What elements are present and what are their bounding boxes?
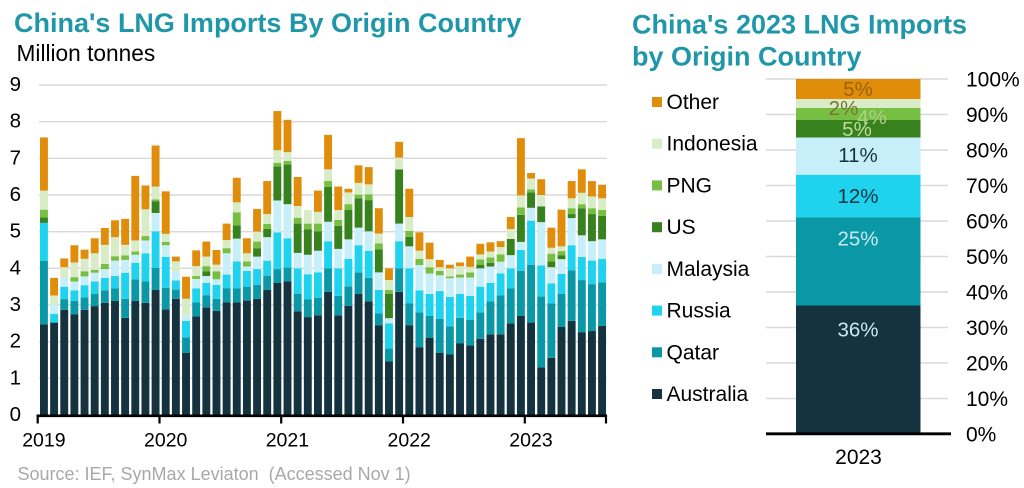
svg-text:US: US [667,216,696,239]
svg-text:2%: 2% [829,97,859,120]
svg-text:12%: 12% [837,185,878,208]
svg-text:3: 3 [10,293,21,316]
svg-text:10%: 10% [966,388,1008,411]
svg-text:4%: 4% [857,106,887,129]
svg-text:China's 2023 LNG Imports: China's 2023 LNG Imports [632,10,967,40]
svg-text:2022: 2022 [388,430,431,452]
svg-text:80%: 80% [966,140,1008,163]
svg-text:Source: IEF, SynMax Leviaton: Source: IEF, SynMax Leviaton (Accessed N… [18,464,411,484]
svg-text:11%: 11% [838,144,878,167]
svg-text:2023: 2023 [509,430,552,452]
svg-text:0: 0 [10,403,21,426]
svg-text:Malaysia: Malaysia [667,258,750,281]
svg-text:50%: 50% [966,246,1008,269]
svg-text:Australia: Australia [667,383,749,406]
svg-text:5%: 5% [842,118,872,141]
svg-text:China's LNG Imports By Origin: China's LNG Imports By Origin Country [14,8,521,38]
svg-text:Million tonnes: Million tonnes [17,40,156,66]
svg-text:2023: 2023 [835,446,882,469]
svg-text:6: 6 [10,183,21,206]
svg-text:90%: 90% [966,104,1008,127]
svg-text:5%: 5% [843,78,873,101]
svg-text:Indonesia: Indonesia [667,133,758,156]
svg-text:9: 9 [10,73,21,96]
svg-text:7: 7 [10,146,21,169]
svg-text:5: 5 [10,220,21,243]
svg-text:60%: 60% [966,211,1008,234]
svg-text:70%: 70% [966,175,1008,198]
svg-text:4: 4 [10,256,21,279]
svg-text:PNG: PNG [667,174,713,197]
svg-text:Other: Other [667,91,720,114]
svg-text:40%: 40% [966,282,1008,305]
svg-text:2019: 2019 [22,430,65,452]
svg-text:36%: 36% [837,319,878,342]
svg-text:30%: 30% [966,317,1008,340]
svg-text:by Origin Country: by Origin Country [632,42,862,72]
svg-text:1: 1 [10,366,21,389]
svg-text:2021: 2021 [266,430,309,452]
svg-text:2: 2 [10,330,21,353]
svg-text:0%: 0% [966,424,996,447]
svg-text:25%: 25% [837,228,878,251]
svg-text:8: 8 [10,110,21,133]
svg-text:2020: 2020 [144,430,188,452]
svg-text:Qatar: Qatar [667,341,720,364]
svg-text:100%: 100% [966,69,1020,92]
svg-text:Russia: Russia [667,300,732,323]
svg-text:20%: 20% [966,353,1008,376]
